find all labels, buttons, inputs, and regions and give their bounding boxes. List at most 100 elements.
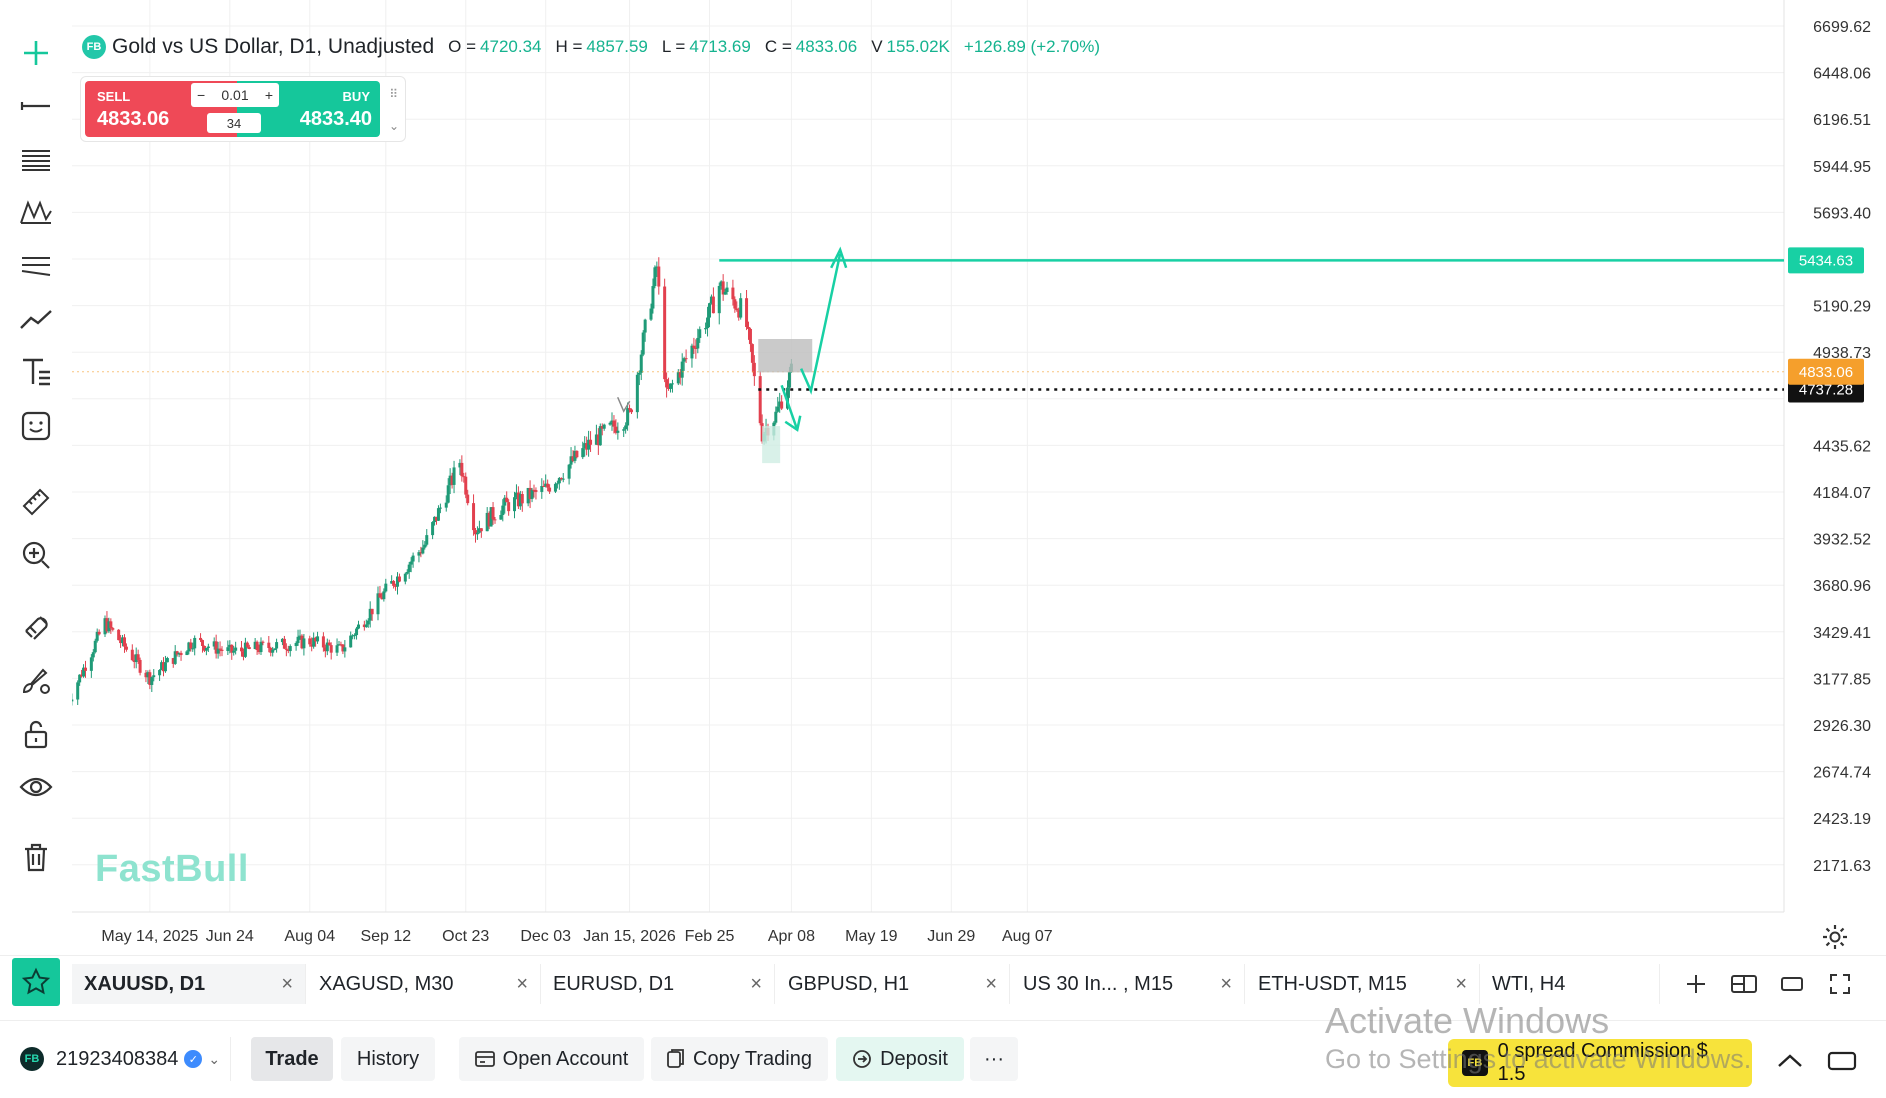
lot-size-value[interactable]: 0.01	[221, 87, 249, 103]
candle-body	[136, 654, 140, 660]
candle-body	[657, 266, 661, 287]
fullscreen-icon[interactable]	[1822, 966, 1858, 1002]
close-tab-icon[interactable]: ×	[1455, 972, 1467, 995]
projection-arrow-down[interactable]	[780, 384, 799, 431]
candle-body	[253, 641, 257, 650]
candle-body	[403, 573, 407, 582]
candle-body	[709, 296, 713, 304]
candle-body	[405, 571, 409, 574]
chevron-up-icon[interactable]	[1772, 1043, 1808, 1079]
unlock-icon[interactable]	[14, 712, 58, 756]
candle-body	[518, 494, 522, 507]
candle-body	[637, 372, 641, 375]
candle-body	[232, 650, 236, 653]
crosshair-tool-icon[interactable]	[14, 31, 58, 75]
candle-body	[339, 644, 343, 646]
small-arrow-mark	[617, 396, 631, 413]
zoom-in-icon[interactable]	[14, 533, 58, 577]
close-tab-icon[interactable]: ×	[750, 972, 762, 995]
candle-body	[152, 675, 156, 678]
symbol-tab[interactable]: ETH-USDT, M15 ×	[1246, 964, 1480, 1004]
candle-body	[105, 618, 109, 632]
symbol-tab[interactable]: WTI, H4	[1480, 964, 1660, 1004]
lot-decrease-button[interactable]: −	[197, 87, 206, 103]
window-toggle-icon[interactable]	[1824, 1043, 1860, 1079]
resistance-price-tag-bg	[1788, 247, 1864, 274]
close-tab-icon[interactable]: ×	[1220, 972, 1232, 995]
channel-tool-icon[interactable]	[14, 244, 58, 288]
chart-settings-gear-icon[interactable]	[1820, 922, 1850, 952]
candle-body	[474, 530, 477, 535]
magnet-icon[interactable]	[14, 605, 58, 649]
supply-zone-box[interactable]	[758, 338, 813, 373]
layout-split-icon[interactable]	[1726, 966, 1762, 1002]
favorites-star-icon[interactable]	[12, 958, 60, 1006]
candle-body	[247, 647, 251, 650]
single-layout-icon[interactable]	[1774, 966, 1810, 1002]
open-account-button[interactable]: Open Account	[459, 1037, 644, 1081]
pattern-tool-icon[interactable]	[14, 191, 58, 235]
symbol-tab[interactable]: XAGUSD, M30 ×	[307, 964, 541, 1004]
ruler-tool-icon[interactable]	[14, 480, 58, 524]
close-tab-icon[interactable]: ×	[281, 972, 293, 995]
text-tool-icon[interactable]	[14, 350, 58, 394]
demand-zone-box[interactable]	[762, 426, 781, 464]
candle-body	[676, 372, 680, 384]
emoji-tool-icon[interactable]	[14, 404, 58, 448]
symbol-tab[interactable]: XAUUSD, D1 ×	[72, 964, 306, 1004]
close-tab-icon[interactable]: ×	[985, 972, 997, 995]
candle-body	[204, 647, 208, 651]
candle-body	[723, 291, 727, 295]
candle-body	[569, 456, 573, 465]
close-value: 4833.06	[795, 37, 858, 56]
account-selector[interactable]: FB 21923408384 ✓ ⌄	[20, 1037, 232, 1081]
candle-body	[462, 476, 466, 478]
projection-arrow-up[interactable]	[800, 253, 842, 395]
history-button[interactable]: History	[341, 1037, 435, 1081]
horizontal-line-tool-icon[interactable]	[14, 84, 58, 128]
more-options-button[interactable]: ···	[970, 1037, 1018, 1081]
price-chart[interactable]: 6699.62 6448.06 6196.51 5944.95 5693.40 5190.…	[72, 0, 1886, 945]
price-tick-label: 3429.41	[1813, 625, 1871, 642]
candle-body	[111, 628, 115, 630]
lot-increase-button[interactable]: +	[264, 87, 273, 103]
candle-body	[513, 497, 516, 512]
candle-body	[368, 608, 372, 621]
time-tick-label: Aug 07	[1002, 928, 1053, 945]
trash-icon[interactable]	[14, 835, 58, 879]
candle-body	[717, 285, 721, 314]
add-tab-plus-icon[interactable]	[1678, 966, 1714, 1002]
candle-body	[505, 497, 509, 503]
candle-body	[475, 532, 479, 535]
chart-area[interactable]: 6699.62 6448.06 6196.51 5944.95 5693.40 5190.…	[72, 0, 1886, 945]
drag-handle-icon[interactable]: ⠿	[389, 87, 399, 101]
candle-body	[121, 637, 125, 644]
eye-icon[interactable]	[14, 765, 58, 809]
candle-body	[669, 383, 672, 389]
symbol-tab[interactable]: EURUSD, D1 ×	[541, 964, 775, 1004]
chevron-down-icon[interactable]: ⌄	[388, 119, 399, 133]
symbol-tab[interactable]: GBPUSD, H1 ×	[776, 964, 1010, 1004]
copy-trading-button[interactable]: Copy Trading	[651, 1037, 828, 1081]
trend-line-tool-icon[interactable]	[14, 297, 58, 341]
deposit-button[interactable]: Deposit	[836, 1037, 964, 1081]
candle-body	[97, 631, 101, 635]
candle-body	[630, 409, 633, 413]
candle-body	[130, 649, 134, 661]
symbol-tab[interactable]: US 30 In... , M15 ×	[1011, 964, 1245, 1004]
candle-body	[351, 635, 355, 637]
brush-settings-icon[interactable]	[14, 658, 58, 702]
projection-arrowhead-down	[784, 415, 802, 432]
close-tab-icon[interactable]: ×	[516, 972, 528, 995]
candle-body	[394, 585, 398, 587]
lot-size-stepper[interactable]: − 0.01 +	[191, 83, 279, 107]
candle-body	[653, 267, 657, 287]
candle-body	[530, 489, 534, 499]
symbol-tab-label: EURUSD, D1	[553, 972, 675, 995]
candle-body	[436, 508, 440, 521]
trade-button[interactable]: Trade	[251, 1037, 333, 1081]
promo-banner[interactable]: FB 0 spread Commission $ 1.5	[1448, 1039, 1752, 1087]
fib-lines-tool-icon[interactable]	[14, 138, 58, 182]
symbol-title[interactable]: Gold vs US Dollar, D1, Unadjusted	[112, 35, 435, 58]
candle-body	[598, 426, 602, 446]
